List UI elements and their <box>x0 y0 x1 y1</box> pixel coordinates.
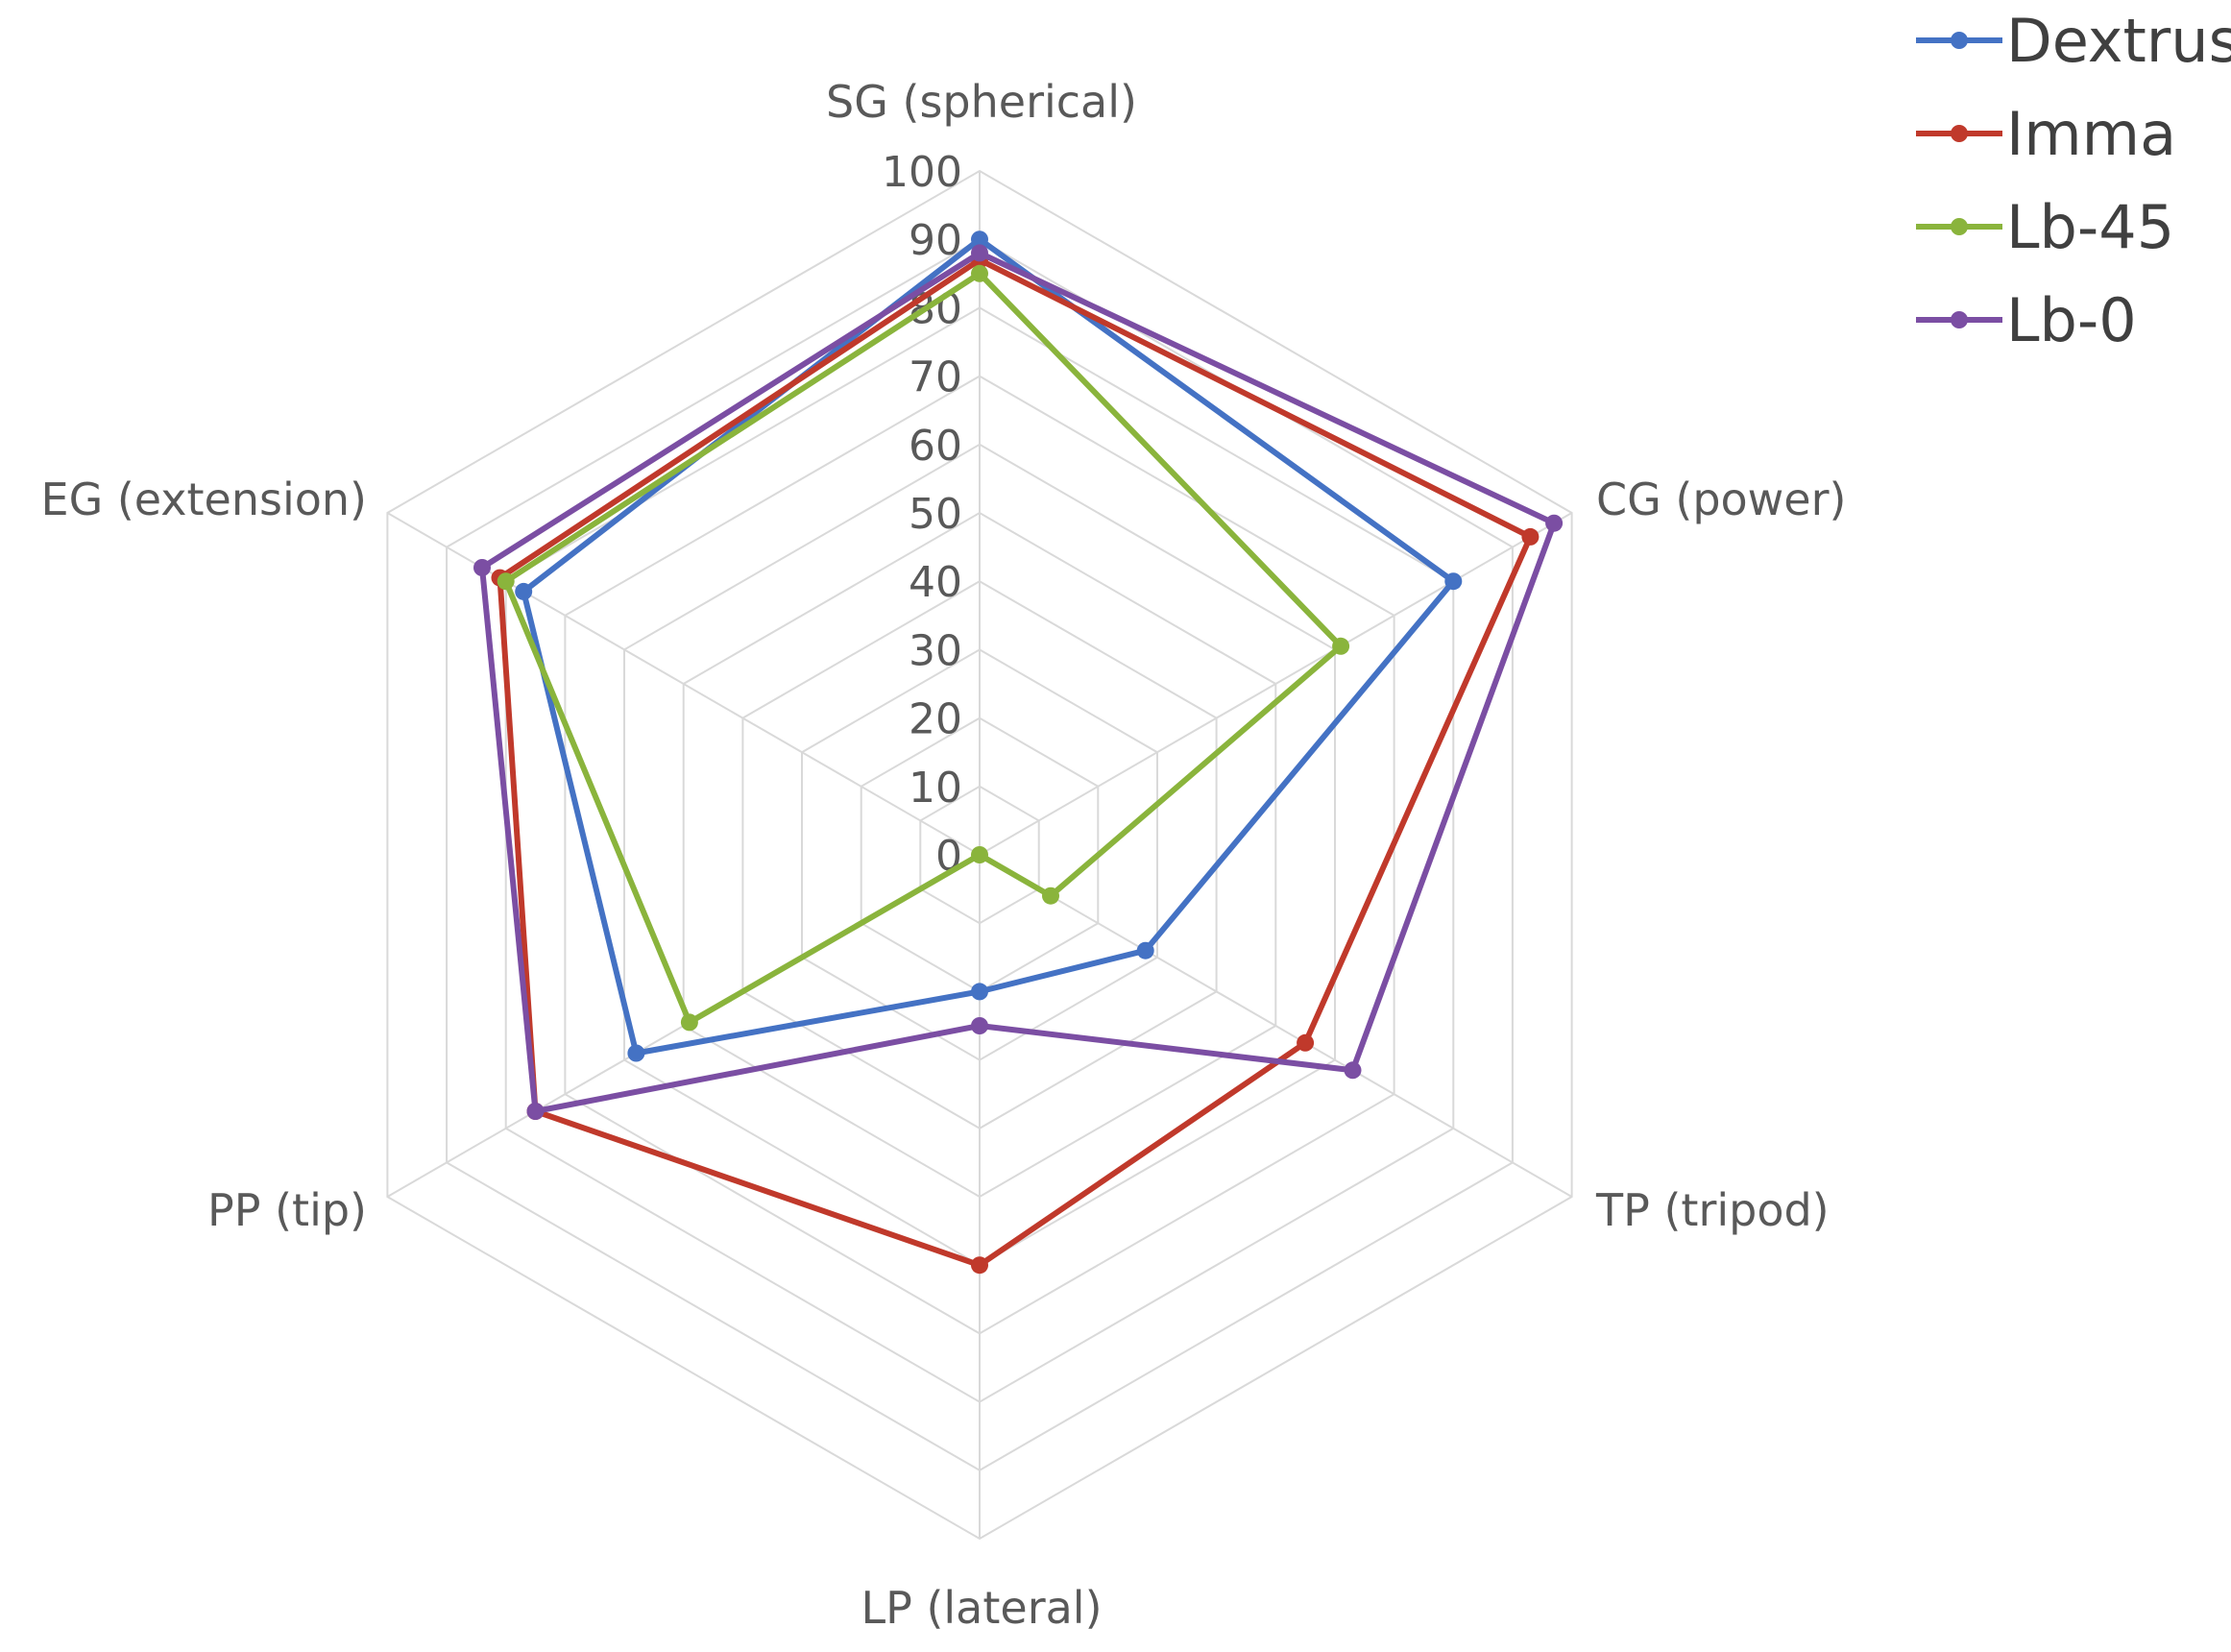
legend-label: Lb-45 <box>2006 192 2174 262</box>
axis-spoke <box>979 512 1573 856</box>
data-point <box>526 1103 545 1120</box>
series-line <box>521 236 1457 1057</box>
axis-label: CG (power) <box>1596 474 1846 525</box>
legend-swatch-marker <box>1951 125 1968 142</box>
data-point <box>1444 572 1463 591</box>
legend-label: Lb-0 <box>2006 285 2137 355</box>
tick-label: 30 <box>909 626 962 675</box>
series-line <box>497 256 1534 1269</box>
tick-label: 60 <box>909 422 962 471</box>
legend-swatch-marker <box>1951 32 1968 49</box>
legend-label: Imma <box>2006 99 2176 169</box>
legend-item: Lb-45 <box>1916 192 2174 262</box>
data-point <box>1521 527 1540 546</box>
series-imma <box>491 251 1540 1275</box>
tick-label: 70 <box>909 353 962 402</box>
legend-item: Imma <box>1916 99 2176 169</box>
data-point <box>971 983 988 1001</box>
data-point <box>971 244 988 262</box>
data-point <box>1042 887 1059 905</box>
axis-spoke <box>979 854 1573 1198</box>
data-series <box>473 231 1564 1275</box>
data-point <box>680 1013 698 1032</box>
axis-label: EG (extension) <box>41 474 367 525</box>
data-point <box>971 846 988 863</box>
data-point <box>971 1017 988 1034</box>
data-point <box>971 231 988 249</box>
series-lb-45 <box>497 264 1350 1032</box>
axis-label: PP (tip) <box>207 1184 367 1236</box>
axis-label: TP (tripod) <box>1595 1184 1830 1236</box>
data-point <box>473 559 491 576</box>
legend-item: Lb-0 <box>1916 285 2137 355</box>
data-point <box>1545 514 1564 532</box>
data-point <box>971 264 988 282</box>
tick-label: 20 <box>909 695 962 744</box>
data-point <box>1344 1061 1362 1080</box>
data-point <box>1136 941 1154 960</box>
legend-label: Dextrus <box>2006 6 2231 76</box>
legend-swatch-marker <box>1951 311 1968 328</box>
data-point <box>971 1256 988 1275</box>
tick-label: 50 <box>909 490 962 539</box>
data-point <box>515 582 533 600</box>
data-point <box>497 572 515 591</box>
tick-label: 100 <box>882 148 962 197</box>
legend: Dextrus Imma Lb-45 Lb-0 <box>1916 6 2231 355</box>
axis-labels: SG (spherical) CG (power) TP (tripod) LP (l… <box>41 76 1847 1634</box>
axis-label: SG (spherical) <box>826 76 1137 128</box>
data-point <box>627 1044 645 1062</box>
series-dextrus <box>515 231 1463 1062</box>
data-point <box>1297 1033 1315 1052</box>
legend-swatch-marker <box>1951 218 1968 235</box>
axis-label: LP (lateral) <box>861 1582 1102 1634</box>
legend-item: Dextrus <box>1916 6 2231 76</box>
data-point <box>1332 637 1350 655</box>
tick-label: 10 <box>909 764 962 813</box>
tick-label: 40 <box>909 558 962 607</box>
series-lb-0 <box>473 244 1564 1120</box>
